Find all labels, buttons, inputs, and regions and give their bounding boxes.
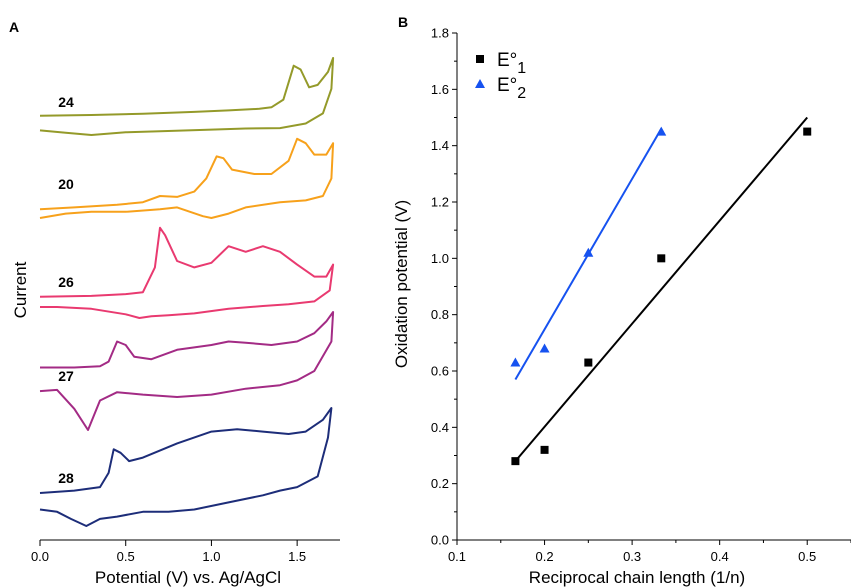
legend-label-e1: E°1	[497, 50, 526, 77]
data-point-e1	[511, 457, 520, 466]
panel-b-x-tick-label: 0.4	[711, 549, 729, 564]
panel-b-axes: 0.0 0.2 0.4 0.6 0.8 1.0 1.2 1.4 1.6 1.8 0.1 0.2 0.3 0…	[431, 26, 851, 564]
panel-b-y-tick-label: 1.8	[431, 26, 449, 41]
cv-trace-20	[39, 137, 335, 219]
panel-b-y-tick-label: 1.4	[431, 138, 449, 153]
panel-b-y-tick-label: 1.0	[431, 251, 449, 266]
cv-trace-label-26: 26	[58, 274, 74, 290]
panel-a-x-tick-label: 1.5	[288, 549, 306, 564]
data-point-e2	[539, 343, 550, 353]
data-point-e2	[656, 126, 667, 136]
panel-a: A 24 20 26 27 28 0.0 0.5 1.0 1.5 Potential (V) …	[9, 19, 340, 587]
panel-b-x-tick-label: 0.3	[623, 549, 641, 564]
panel-a-x-ticks: 0.0 0.5 1.0 1.5	[31, 540, 306, 564]
panel-b-x-tick-label: 0.2	[536, 549, 554, 564]
cv-trace-26	[39, 226, 335, 319]
panel-a-x-axis-label: Potential (V) vs. Ag/AgCl	[95, 568, 281, 587]
data-point-e1	[540, 445, 549, 454]
legend-marker-e1	[476, 55, 484, 63]
panel-b: B 0.00.20.40.60.81.01.21.41.61.80.1 0.2 0.…	[392, 14, 851, 587]
panel-a-x-tick-label: 0.5	[117, 549, 135, 564]
legend-marker-e2	[475, 79, 485, 88]
panel-b-y-tick-label: 0.6	[431, 364, 449, 379]
cv-trace-label-20: 20	[58, 176, 74, 192]
cv-trace-label-24: 24	[58, 94, 74, 110]
panel-b-x-tick-label: 0.1	[448, 549, 466, 564]
panel-b-y-tick-label: 0.2	[431, 476, 449, 491]
panel-b-y-axis-label: Oxidation potential (V)	[392, 200, 411, 368]
panel-b-plot-area	[510, 116, 812, 466]
panel-b-y-tick-label: 0.4	[431, 420, 449, 435]
data-point-e1	[584, 358, 593, 367]
data-point-e2	[583, 247, 594, 257]
panel-a-y-axis-label: Current	[11, 261, 30, 318]
data-point-e1	[803, 127, 812, 136]
panel-b-x-axis-label: Reciprocal chain length (1/n)	[529, 568, 745, 587]
panel-b-y-tick-label: 0.0	[431, 533, 449, 548]
panel-a-plot-area: 24 20 26 27 28	[39, 57, 335, 527]
cv-trace-27	[39, 311, 335, 431]
cv-trace-24	[39, 57, 335, 136]
data-point-e1	[657, 254, 666, 263]
data-point-e2	[510, 357, 521, 367]
cv-trace-28	[39, 407, 333, 527]
legend-label-e2: E°2	[497, 75, 526, 102]
fit-line-e1	[514, 116, 808, 462]
panel-a-x-tick-label: 1.0	[202, 549, 220, 564]
panel-b-legend: E°1E°2	[475, 50, 526, 102]
panel-b-x-tick-label: 0.5	[798, 549, 816, 564]
panel-b-y-tick-label: 1.2	[431, 195, 449, 210]
cv-trace-label-27: 27	[58, 368, 74, 384]
panel-b-y-tick-label: 1.6	[431, 82, 449, 97]
cv-trace-label-28: 28	[58, 470, 74, 486]
panel-a-x-tick-label: 0.0	[31, 549, 49, 564]
panel-b-letter: B	[398, 14, 408, 30]
panel-b-y-tick-label: 0.8	[431, 307, 449, 322]
panel-a-letter: A	[9, 19, 19, 35]
